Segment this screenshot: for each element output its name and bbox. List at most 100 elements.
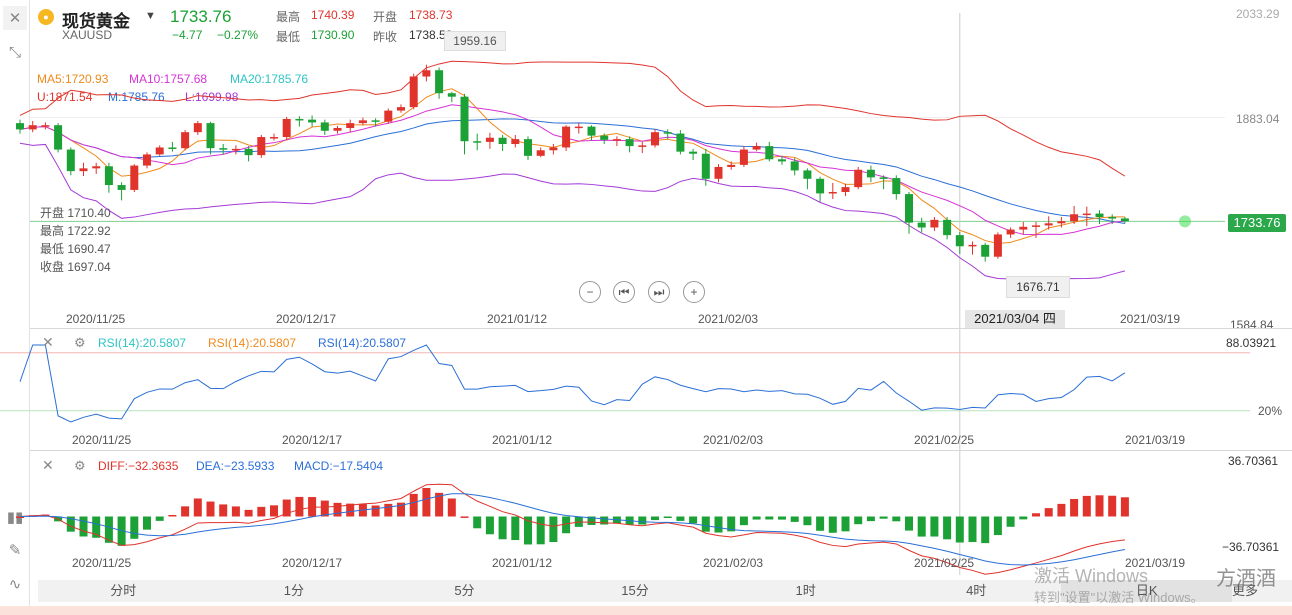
date-label: 2020/11/25 <box>72 433 132 447</box>
tab-4hour[interactable]: 4时 <box>966 583 987 598</box>
ohlc-close: 收盘 1697.04 <box>40 260 111 274</box>
candle-body <box>193 123 202 133</box>
macd-bar <box>587 516 596 525</box>
candle-body <box>295 118 304 121</box>
rsi-top-label: 88.03921 <box>1226 336 1277 350</box>
scroll-end-button[interactable]: ⏭ <box>648 281 670 303</box>
macd-settings-icon[interactable]: ⚙ <box>74 458 86 473</box>
macd-bar <box>549 516 558 543</box>
high-annotation: 1959.16 <box>444 31 506 51</box>
candle-body <box>930 219 939 228</box>
macd-bar <box>511 516 520 541</box>
candle-body <box>460 96 469 142</box>
boll-lower-line <box>19 142 1126 281</box>
zoom-in-button[interactable]: + <box>683 281 705 303</box>
macd-bar <box>701 516 710 532</box>
candle-body <box>625 139 634 147</box>
low-value: 1730.90 <box>311 28 355 42</box>
macd-bar <box>244 509 253 517</box>
candle-body <box>79 168 88 172</box>
tab-5min[interactable]: 5分 <box>454 583 475 598</box>
ohlc-high: 最高 1722.92 <box>40 224 111 238</box>
candle-body <box>739 149 748 165</box>
tab-1hour[interactable]: 1时 <box>795 583 816 598</box>
candle-body <box>244 148 253 156</box>
macd-bar <box>1006 516 1015 527</box>
bottom-strip <box>0 606 1292 615</box>
candle-body <box>155 147 164 155</box>
tab-1min[interactable]: 1分 <box>283 583 304 598</box>
macd-bar <box>1057 503 1066 517</box>
collapse-icon[interactable]: ⤡ <box>8 43 21 61</box>
macd-bar <box>422 488 431 517</box>
activation-watermark-sub: 转到"设置"以激活 Windows。 <box>1034 590 1204 605</box>
prev-close-value: 1738.53 <box>409 28 453 42</box>
candle-body <box>879 177 888 179</box>
macd-bar <box>536 516 545 545</box>
macd-bar <box>943 516 952 540</box>
period-tabs: 分时 1分 5分 15分 1时 4时 日K 更多 <box>38 580 1292 602</box>
close-macd-icon[interactable]: ✕ <box>42 457 54 473</box>
zoom-out-button[interactable]: − <box>579 281 601 303</box>
candle-body <box>231 148 240 151</box>
close-icon[interactable]: ✕ <box>3 6 27 30</box>
date-label: 2021/01/12 <box>487 312 548 326</box>
macd-bar <box>651 516 659 521</box>
candle-type-icon[interactable]: ▮▮ <box>6 509 24 526</box>
macd-bar <box>295 496 304 517</box>
macd-bar <box>79 516 88 537</box>
candle-body <box>536 150 545 156</box>
tab-15min[interactable]: 15分 <box>621 583 649 598</box>
macd-bottom-label: −36.70361 <box>1222 540 1280 554</box>
close-rsi-icon[interactable]: ✕ <box>42 334 54 350</box>
macd-bar <box>460 516 469 518</box>
date-label: 2021/01/12 <box>492 433 553 447</box>
scroll-start-button[interactable]: ⏮ <box>613 281 635 303</box>
rsi-line <box>19 344 1126 423</box>
candle-body <box>435 70 444 94</box>
ma5-legend: MA5:1720.93 <box>37 72 109 86</box>
macd-bar <box>930 516 939 537</box>
candle-body <box>778 159 786 162</box>
candle-body <box>511 139 520 144</box>
candle-body <box>270 137 278 139</box>
indicator-icon[interactable]: ∿ <box>8 576 22 593</box>
macd-bar <box>1108 495 1117 517</box>
date-label: 2021/03/19 <box>1125 556 1186 570</box>
axis-top-label: 2033.29 <box>1236 7 1280 21</box>
macd-bar <box>790 516 799 522</box>
macd-bar <box>231 506 240 517</box>
rsi-settings-icon[interactable]: ⚙ <box>74 335 86 350</box>
macd-diff-line <box>19 483 1125 575</box>
tab-timeshare[interactable]: 分时 <box>110 583 137 598</box>
candle-body <box>371 120 380 122</box>
tab-more[interactable]: 更多 <box>1232 583 1259 598</box>
candle-body <box>727 164 736 167</box>
pencil-icon[interactable]: ✎ <box>8 542 22 559</box>
candle-body <box>143 154 151 166</box>
tab-daily[interactable]: 日K <box>1061 580 1233 602</box>
candle-body <box>790 161 799 171</box>
gold-coin-icon: ● <box>38 9 54 25</box>
macd-bar <box>600 516 609 525</box>
macd-top-label: 36.70361 <box>1228 454 1279 468</box>
macd-bar <box>562 516 571 534</box>
instrument-name[interactable]: 现货黄金 <box>62 12 130 31</box>
macd-bar <box>1082 495 1091 517</box>
candle-body <box>1057 221 1066 224</box>
chevron-down-icon[interactable]: ▼ <box>145 10 156 22</box>
macd-bar <box>397 502 405 517</box>
macd-bar <box>981 516 990 544</box>
activation-watermark: 激活 Windows <box>1034 566 1149 586</box>
macd-bar <box>168 514 177 517</box>
candle-body <box>993 234 1002 257</box>
macd-bar <box>206 501 215 517</box>
candle-body <box>16 123 24 130</box>
candle-body <box>689 151 698 154</box>
boll-upper-line <box>19 60 1126 177</box>
macd-bar <box>841 516 850 532</box>
date-label: 2021/02/25 <box>914 433 975 447</box>
candle-body <box>1032 225 1040 227</box>
ohlc-low: 最低 1690.47 <box>40 242 111 256</box>
